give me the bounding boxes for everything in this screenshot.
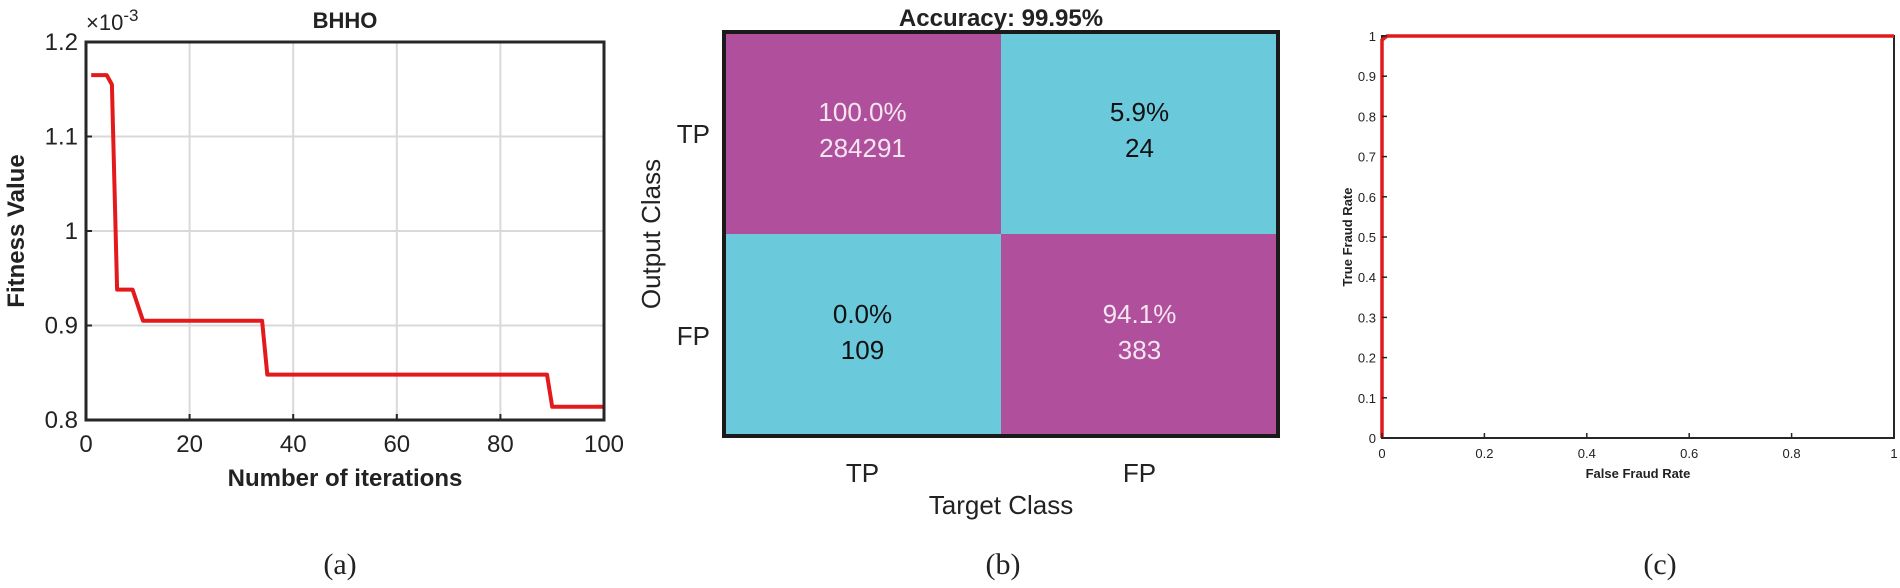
matrix-cell [724,32,1001,234]
x-tick-label: 0 [1378,446,1385,461]
cell-count: 284291 [819,133,906,163]
y-tick-label: 1 [1369,29,1376,44]
x-tick-label: 100 [584,431,624,458]
y-tick-label: 0.6 [1358,190,1376,205]
matrix-cell [1001,234,1278,436]
cell-count: 24 [1125,133,1154,163]
cell-percent: 100.0% [818,97,906,127]
panel-caption: (a) [323,548,356,581]
row-label: TP [677,119,710,149]
col-label: FP [1123,458,1156,488]
matrix-cell [724,234,1001,436]
panel-caption: (c) [1643,548,1676,581]
x-tick-label: 1 [1890,446,1897,461]
y-tick-label: 0.9 [1358,69,1376,84]
panel-caption: (b) [986,548,1021,581]
y-tick-label: 0.5 [1358,230,1376,245]
y-tick-label: 1.1 [45,124,78,151]
matrix-cell [1001,32,1278,234]
cell-percent: 5.9% [1110,97,1169,127]
x-tick-label: 0 [79,431,92,458]
y-tick-label: 0.2 [1358,351,1376,366]
row-label: FP [677,321,710,351]
cell-count: 383 [1118,335,1161,365]
y-axis-label: Fitness Value [3,154,30,307]
cell-percent: 0.0% [833,299,892,329]
y-tick-label: 1 [65,218,78,245]
y-tick-label: 0.8 [1358,109,1376,124]
cell-percent: 94.1% [1103,299,1177,329]
x-tick-label: 80 [487,431,514,458]
roc-line [1380,34,1894,438]
y-tick-label: 0.1 [1358,391,1376,406]
y-tick-label: 1.2 [45,29,78,56]
x-tick-label: 40 [280,431,307,458]
x-tick-label: 0.2 [1475,446,1493,461]
x-axis-label: Number of iterations [228,465,463,492]
y-axis-label: True Fraud Rate [1340,188,1355,287]
exponent-label: ×10-3 [86,6,138,35]
matrix-frame [722,30,1280,438]
panel-b-confusion-matrix: Accuracy: 99.95% 100.0% 284291 5.9% 24 0.0% 10… [636,5,1280,520]
x-axis-label: Target Class [929,490,1074,520]
fitness-line [91,73,604,409]
x-tick-label: 0.6 [1680,446,1698,461]
y-tick-label: 0.9 [45,313,78,340]
x-axis-label: False Fraud Rate [1586,466,1691,481]
y-tick-label: 0.4 [1358,270,1376,285]
x-tick-label: 0.4 [1578,446,1596,461]
x-tick-label: 0.8 [1783,446,1801,461]
panel-a-convergence-chart: 0 20 40 60 80 100 0.8 0.9 1 1.1 1.2 ×10-3 BHHO Number… [3,6,624,492]
panel-c-roc-chart: 0 0.2 0.4 0.6 0.8 1 0 0.1 0.2 0.3 0.4 0.5 0.6 0.7 0.8 0… [1340,29,1898,481]
x-tick-label: 60 [383,431,410,458]
y-tick-label: 0.8 [45,407,78,434]
cell-count: 109 [841,335,884,365]
y-tick-label: 0.3 [1358,310,1376,325]
chart-title: BHHO [313,8,378,33]
y-tick-label: 0 [1369,431,1376,446]
col-label: TP [846,458,879,488]
plot-frame [1381,35,1895,439]
panel-captions: (a) (b) (c) [323,548,1676,581]
y-axis-label: Output Class [636,159,666,309]
x-tick-label: 20 [176,431,203,458]
y-tick-label: 0.7 [1358,150,1376,165]
matrix-title: Accuracy: 99.95% [899,5,1103,32]
